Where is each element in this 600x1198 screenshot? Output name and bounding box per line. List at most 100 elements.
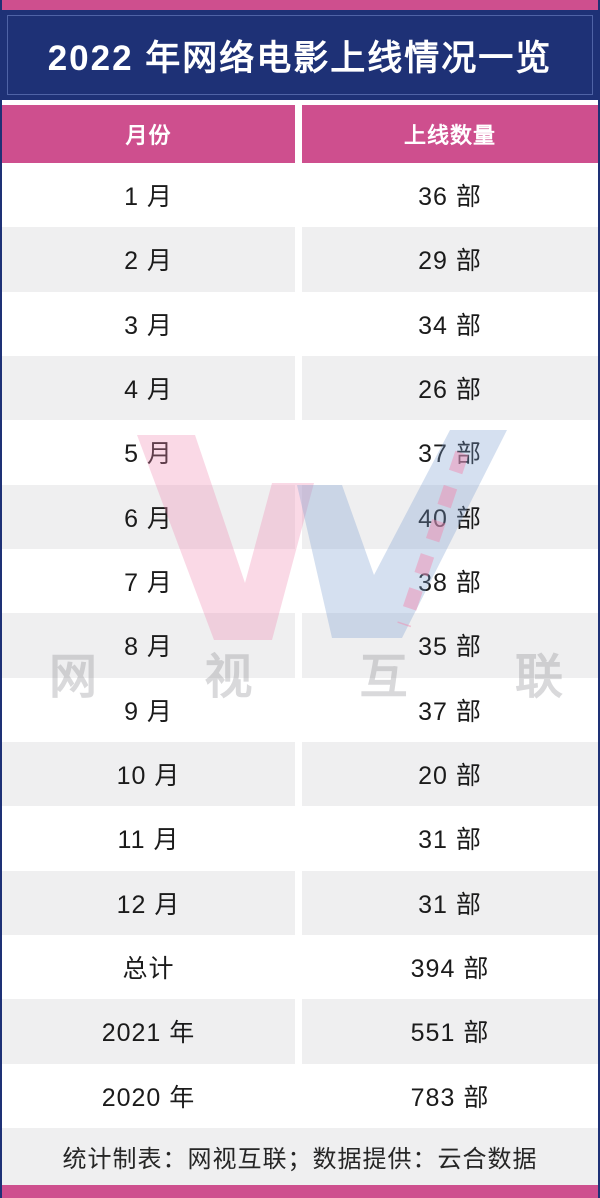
month-cell: 11 月 [2, 806, 295, 871]
month-label: 2 月 [124, 247, 173, 276]
table-row: 8 月 35 部 [2, 613, 598, 678]
banner-gap [2, 100, 598, 105]
count-cell: 551 部 [302, 999, 598, 1064]
column-gap [295, 105, 302, 163]
month-label: 10 月 [116, 762, 181, 791]
table-row: 1 月 36 部 [2, 163, 598, 228]
count-cell: 37 部 [302, 420, 598, 485]
month-cell: 7 月 [2, 548, 295, 614]
title-banner: 2022 年网络电影上线情况一览 [2, 10, 598, 100]
month-cell: 1 月 [2, 163, 295, 228]
month-label: 7 月 [124, 569, 173, 598]
count-label: 31 部 [418, 826, 482, 855]
month-label: 1 月 [124, 183, 173, 212]
table-header-row: 月份 上线数量 [2, 105, 598, 163]
count-label: 38 部 [418, 569, 482, 598]
count-cell: 31 部 [302, 870, 598, 935]
table-row: 7 月 38 部 [2, 548, 598, 614]
count-cell: 26 部 [302, 355, 598, 421]
column-gap [295, 420, 302, 485]
count-cell: 34 部 [302, 291, 598, 356]
month-cell: 2021 年 [2, 999, 295, 1064]
count-label: 36 部 [418, 183, 482, 212]
column-gap [295, 870, 302, 935]
month-label: 5 月 [124, 440, 173, 469]
column-gap [295, 355, 302, 421]
column-gap [295, 1063, 302, 1128]
table-row: 总计 394 部 [2, 934, 598, 1000]
column-gap [295, 163, 302, 228]
count-cell: 29 部 [302, 227, 598, 292]
month-label: 2021 年 [101, 1019, 196, 1048]
column-header-month: 月份 [2, 105, 295, 163]
column-gap [295, 741, 302, 807]
column-gap [295, 677, 302, 742]
count-cell: 20 部 [302, 741, 598, 807]
top-accent-bar [2, 0, 598, 10]
column-gap [295, 806, 302, 871]
source-note: 统计制表：网视互联；数据提供：云合数据 [62, 1146, 538, 1173]
month-cell: 2020 年 [2, 1063, 295, 1128]
month-label: 2020 年 [101, 1083, 196, 1112]
month-label: 11 月 [117, 826, 180, 855]
column-header-count: 上线数量 [302, 105, 598, 163]
month-cell: 4 月 [2, 355, 295, 421]
column-gap [295, 291, 302, 356]
table-row: 2021 年 551 部 [2, 999, 598, 1064]
table-row: 10 月 20 部 [2, 741, 598, 807]
count-label: 551 部 [410, 1019, 490, 1048]
count-cell: 36 部 [302, 163, 598, 228]
table-row: 4 月 26 部 [2, 355, 598, 421]
table-row: 3 月 34 部 [2, 291, 598, 356]
count-label: 37 部 [418, 440, 482, 469]
month-cell: 3 月 [2, 291, 295, 356]
count-label: 394 部 [410, 955, 490, 984]
count-cell: 40 部 [302, 484, 598, 549]
table-row: 2 月 29 部 [2, 227, 598, 292]
column-gap [295, 613, 302, 678]
count-label: 26 部 [418, 376, 482, 405]
month-cell: 9 月 [2, 677, 295, 742]
count-cell: 35 部 [302, 613, 598, 678]
count-cell: 38 部 [302, 548, 598, 614]
month-label: 3 月 [124, 311, 173, 340]
month-cell: 5 月 [2, 420, 295, 485]
table-row: 11 月 31 部 [2, 806, 598, 871]
footer-row: 统计制表：网视互联；数据提供：云合数据 [2, 1128, 598, 1185]
count-cell: 783 部 [302, 1063, 598, 1128]
table-body: 1 月 36 部 2 月 29 部 3 月 34 部 4 月 26 部 [2, 163, 598, 1128]
count-label: 37 部 [418, 697, 482, 726]
month-cell: 2 月 [2, 227, 295, 292]
count-label: 40 部 [418, 504, 482, 533]
month-label: 6 月 [124, 504, 173, 533]
column-gap [295, 934, 302, 1000]
count-label: 35 部 [418, 633, 482, 662]
page-title: 2022 年网络电影上线情况一览 [47, 38, 553, 78]
month-cell: 6 月 [2, 484, 295, 549]
month-cell: 8 月 [2, 613, 295, 678]
month-cell: 10 月 [2, 741, 295, 807]
table-row: 6 月 40 部 [2, 484, 598, 549]
table-row: 5 月 37 部 [2, 420, 598, 485]
table-row: 9 月 37 部 [2, 677, 598, 742]
column-gap [295, 227, 302, 292]
count-label: 29 部 [418, 247, 482, 276]
count-cell: 31 部 [302, 806, 598, 871]
table-row: 2020 年 783 部 [2, 1063, 598, 1128]
month-label: 4 月 [124, 376, 173, 405]
count-label: 783 部 [410, 1083, 490, 1112]
count-label: 34 部 [418, 311, 482, 340]
count-label: 31 部 [418, 890, 482, 919]
count-cell: 394 部 [302, 934, 598, 1000]
month-label: 8 月 [124, 633, 173, 662]
table-row: 12 月 31 部 [2, 870, 598, 935]
column-gap [295, 999, 302, 1064]
month-cell: 总计 [2, 934, 295, 1000]
count-cell: 37 部 [302, 677, 598, 742]
column-gap [295, 484, 302, 549]
month-cell: 12 月 [2, 870, 295, 935]
month-label: 9 月 [124, 697, 173, 726]
month-label: 12 月 [116, 890, 181, 919]
count-label: 20 部 [418, 762, 482, 791]
